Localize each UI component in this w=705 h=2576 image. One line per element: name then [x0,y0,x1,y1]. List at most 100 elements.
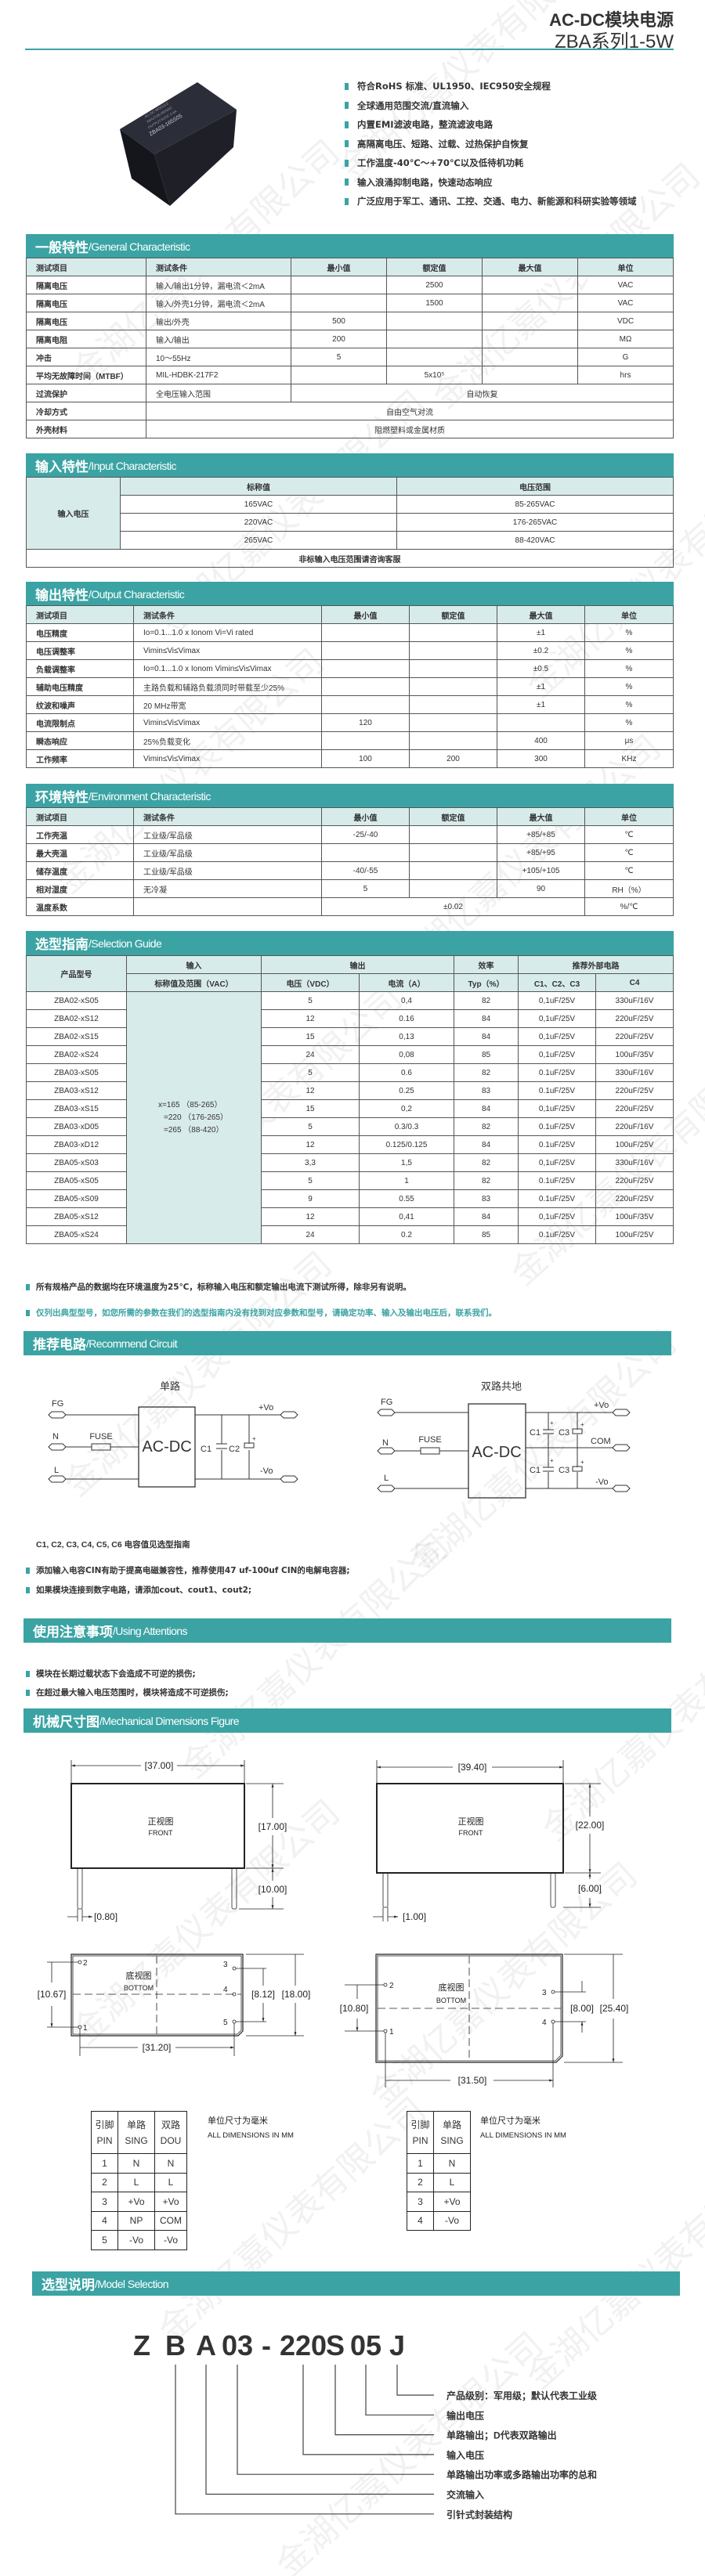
bullet-icon [345,102,349,110]
cell [409,713,497,732]
model-code-segment: Z [133,2329,150,2361]
header-en: PIN [412,2134,428,2146]
unit-note-en: ALL DIMENSIONS IN MM [480,2131,566,2140]
cell: 1 [91,2153,118,2174]
product-top-face [120,82,237,154]
cell: 1,5 [359,1153,454,1172]
cell: 5 [261,1063,360,1082]
dual-output-circuit: 双路共地 FG N L FUSE AC-DC C1 C1 C3 C3 + + +… [377,1380,631,1499]
cell: 15 [261,1099,360,1118]
capacitor-icon [216,1443,227,1449]
cell [291,276,387,294]
table-row: ZBA03-xD05 5 0.3/0.3 82 0.1uF/25V 220uF/16V [26,1117,674,1136]
cell: 输入/外壳1分钟，漏电流＜2mA [146,294,291,312]
row-label: 外壳材料 [26,420,146,438]
bullet-icon [26,1670,30,1677]
cell: 0,1uF/25V [518,1153,596,1172]
cell: 输入/输出1分钟，漏电流＜2mA [146,276,291,294]
cell: ±1 [497,695,585,714]
selection-note: 所有规格产品的数据均在环境温度为25℃，标称输入电压和额定输出电流下测试所得，除… [26,1281,411,1293]
input-range-line: x=165 （85-265） [158,1100,222,1109]
table-row: 电压调整率 Vimin≤Vi≤Vimax ±0.2% [26,641,674,660]
model-cell: ZBA05-xS12 [26,1207,127,1226]
fuse-icon [420,1447,440,1455]
unit-note-en: ALL DIMENSIONS IN MM [208,2131,294,2140]
model-cell: ZBA02-xS12 [26,1009,127,1028]
feature-item: 输入浪涌抑制电路，快速动态响应 [345,173,637,193]
cell: 5 [291,348,387,366]
dimension-label: [10.67] [38,1989,67,2000]
cell: 自由空气对流 [146,402,674,420]
note-text: 仅列出典型型号，如您所需的参数在我们的选型指南内没有找到对应参数和型号，请确定功… [36,1308,497,1318]
row-label: 隔离电压 [26,312,146,330]
row-label: 冲击 [26,348,146,366]
dimension-label: [25.40] [600,2003,629,2014]
cell: 200 [409,749,497,768]
cell: 0.16 [359,1009,454,1028]
cell [409,695,497,714]
bullet-icon [345,121,349,128]
table-row: ZBA05-xS12 12 0,41 84 0,1uF/25V 100uF/35V [26,1207,674,1226]
table-row: 储存温度 工业级/军品级 -40/-55 +105/+105 ℃ [26,861,674,880]
cell: 12 [261,1081,360,1100]
cell [409,843,497,862]
table-row: ZBA02-xS05 x=165 （85-265） =220 （176-265） =2… [26,991,674,1244]
model-explanation: 单路输出；D代表双路输出 [446,2430,557,2441]
cell [482,276,578,294]
bullet-icon [26,1567,30,1574]
mechanical-drawings: [37.00] 正视图 FRONT [17.00] [10.00] [0.80]… [38,1760,629,2087]
cell: 85 [454,1225,519,1244]
cell: Vimin≤Vi≤Vimax [133,749,322,768]
cell [482,330,578,348]
model-explanation: 输出电压 [446,2409,484,2421]
column-header: 引脚 PIN [91,2111,118,2154]
row-label: 平均无故障时间（MTBF） [26,366,146,384]
cell: 0,13 [359,1027,454,1046]
cell: 400 [497,731,585,750]
model-explanation: 产品级别：军用级；默认代表工业级 [446,2390,597,2401]
section-title-cn: 机械尺寸图 [33,1715,99,1730]
cell: 300 [497,749,585,768]
output-label: +Vo [594,1401,609,1410]
cell: 100uF/35V [595,1045,674,1064]
cell: hrs [577,366,674,384]
dimension-label: [31.50] [458,2075,487,2086]
cell: 0,1uF/25V [518,1099,596,1118]
cell: 176-265VAC [396,513,674,532]
dimension-label: [22.00] [576,1820,605,1831]
cell: Io=0.1...1.0 x Ionom Vimin≤Vi≤Vimax [133,659,322,678]
cell: 输入/输出 [146,330,291,348]
pin-number: 2 [389,1982,394,1990]
table-row: 隔离电压 输入/外壳1分钟，漏电流＜2mA 1500 VAC [26,294,674,312]
cell: 1 [407,2153,434,2174]
table-row: ZBA03-xS05 5 0.6 82 0.1uF/25V 330uF/16V [26,1063,674,1082]
cell [321,677,410,696]
section-header-general: 一般特性/General Characteristic [26,234,674,258]
cell: 83 [454,1081,519,1100]
cell: 0,1uF/25V [518,1045,596,1064]
pin-table-left: 引脚 PIN 单路 SING 双路 DOU 1 N N 2 L L 3 +Vo +Vo 4 NP COM 5 -Vo -… [91,2111,187,2250]
section-title-cn: 一般特性 [35,240,89,256]
cap-label: C3 [559,1428,569,1438]
cell: 84 [454,1027,519,1046]
table-row: 3 +Vo +Vo [91,2192,187,2212]
cell: 2 [91,2172,118,2192]
table-header-row: 产品型号 输入 输出 效率 推荐外部电路 [26,955,674,992]
acdc-module-box [138,1406,196,1488]
model-explanation: 输入电压 [446,2449,484,2461]
column-header: 额定值 [409,605,497,624]
polarity-mark: + [550,1457,554,1464]
cell [409,825,497,844]
model-cell: ZBA03-xS05 [26,1063,127,1082]
right-bottom-view: 底视图 BOTTOM 2 1 3 4 [10.80] [8.00] [25.40… [340,1954,629,2087]
table-row: 相对湿度 无冷凝 5 90 RH（%） [26,879,674,898]
cell: G [577,348,674,366]
cell: 330uF/16V [595,1153,674,1172]
single-output-circuit: 单路 FG N L FUSE AC-DC C1 C2 + +Vo -Vo [48,1380,298,1488]
output-label: -Vo [260,1467,273,1476]
cell: 全电压输入范围 [146,384,291,402]
table-row: 外壳材料 阻燃塑料或金属材质 [26,420,674,438]
section-title-cn: 使用注意事项 [33,1625,113,1640]
